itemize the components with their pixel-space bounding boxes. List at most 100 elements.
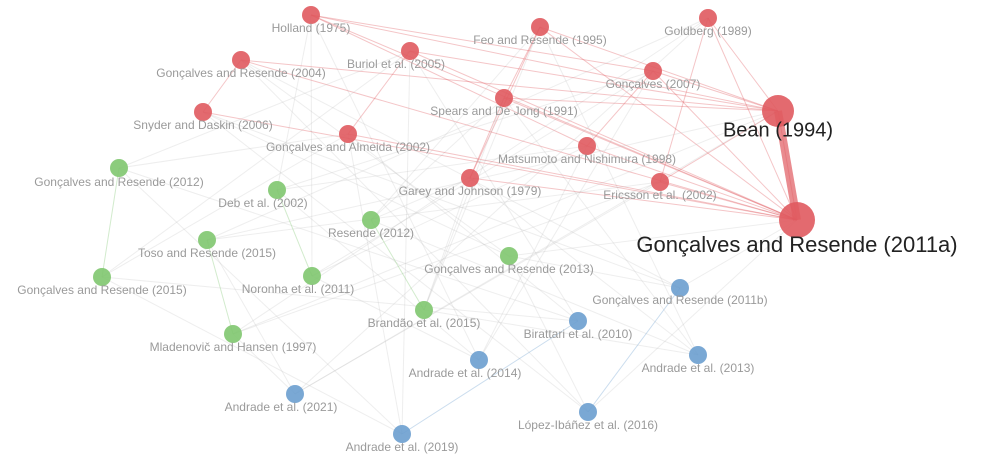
node-label: Feo and Resende (1995) [473,33,606,47]
edge [310,14,798,221]
node [762,95,794,127]
node-label: Gonçalves and Resende (2011b) [592,293,767,307]
node-label: Gonçalves and Almeida (2002) [266,140,430,154]
edge [586,70,654,147]
node [110,159,128,177]
node-label: Birattari et al. (2010) [524,327,633,341]
edge [311,275,480,361]
node-label: Gonçalves (2007) [606,77,701,91]
node-label: Buriol et al. (2005) [347,57,445,71]
node-label: Mladenovič and Hansen (1997) [150,340,317,354]
edge [469,97,505,179]
edge [409,50,779,112]
node-label: Holland (1975) [272,21,351,35]
node [393,425,411,443]
node-label: Matsumoto and Nishimura (1998) [498,152,676,166]
node [578,137,596,155]
edge [659,181,798,221]
edge [679,219,798,289]
node-label: Resende (2012) [328,226,414,240]
edge [276,14,312,191]
edge [503,97,779,112]
edge [118,167,579,322]
edge [276,70,654,191]
edge [503,97,699,356]
edge [652,70,779,112]
node [194,103,212,121]
node [699,9,717,27]
edge [370,26,541,221]
node-label: Gonçalves and Resende (2013) [424,262,593,276]
edge [401,320,579,435]
edge [202,111,510,257]
edge [707,17,779,112]
edge [652,70,798,221]
edge [347,133,798,221]
node-label: Garey and Johnson (1979) [399,184,542,198]
edge [232,181,661,335]
edge [240,59,779,112]
node [268,181,286,199]
edge [101,276,403,435]
node [286,385,304,403]
edge [469,177,699,356]
node [689,346,707,364]
edge [587,219,798,413]
edge [240,59,798,221]
edges [101,14,801,435]
edge [469,177,798,221]
node-label: Snyder and Daskin (2006) [133,118,272,132]
node [470,351,488,369]
node-label: Toso and Resende (2015) [138,246,276,260]
edge [508,255,589,413]
edge [202,111,681,289]
edge [310,14,654,72]
edge [707,17,798,221]
edge [539,26,699,356]
edge [409,50,798,221]
node [495,89,513,107]
edge [232,333,296,395]
edge [503,97,798,221]
edge [347,133,403,435]
edge [294,17,709,395]
edge [478,70,654,361]
node-label: Andrade et al. (2021) [225,400,338,414]
node-label: Goldberg (1989) [664,24,751,38]
node [651,173,669,191]
node-label: Spears and De Jong (1991) [430,104,577,118]
edge [503,26,541,99]
edge [423,309,699,356]
edge [774,110,801,221]
edge [202,111,798,221]
nodes: Holland (1975) Feo and Resende (1995) Gold… [17,6,958,454]
node [362,211,380,229]
edge [202,111,589,413]
edge [659,110,779,183]
edge [118,133,349,169]
node-label: Noronha et al. (2011) [242,282,355,296]
edge [240,59,589,413]
node [303,267,321,285]
edge [508,255,681,289]
edge [310,14,480,361]
node-label: Andrade et al. (2014) [409,366,522,380]
node-label: Andrade et al. (2013) [642,361,755,375]
node [569,312,587,330]
edge [370,219,425,311]
edge [539,26,798,221]
node-label: López-Ibáñez et al. (2016) [518,418,658,432]
edge [206,17,709,241]
edge [240,59,510,257]
node [93,268,111,286]
node [415,301,433,319]
node-label: Gonçalves and Resende (2015) [17,283,186,297]
edge [276,145,588,191]
node [579,403,597,421]
edge [206,181,661,241]
edge [276,189,313,277]
edge [294,181,661,395]
edge [478,145,588,361]
node [224,325,242,343]
